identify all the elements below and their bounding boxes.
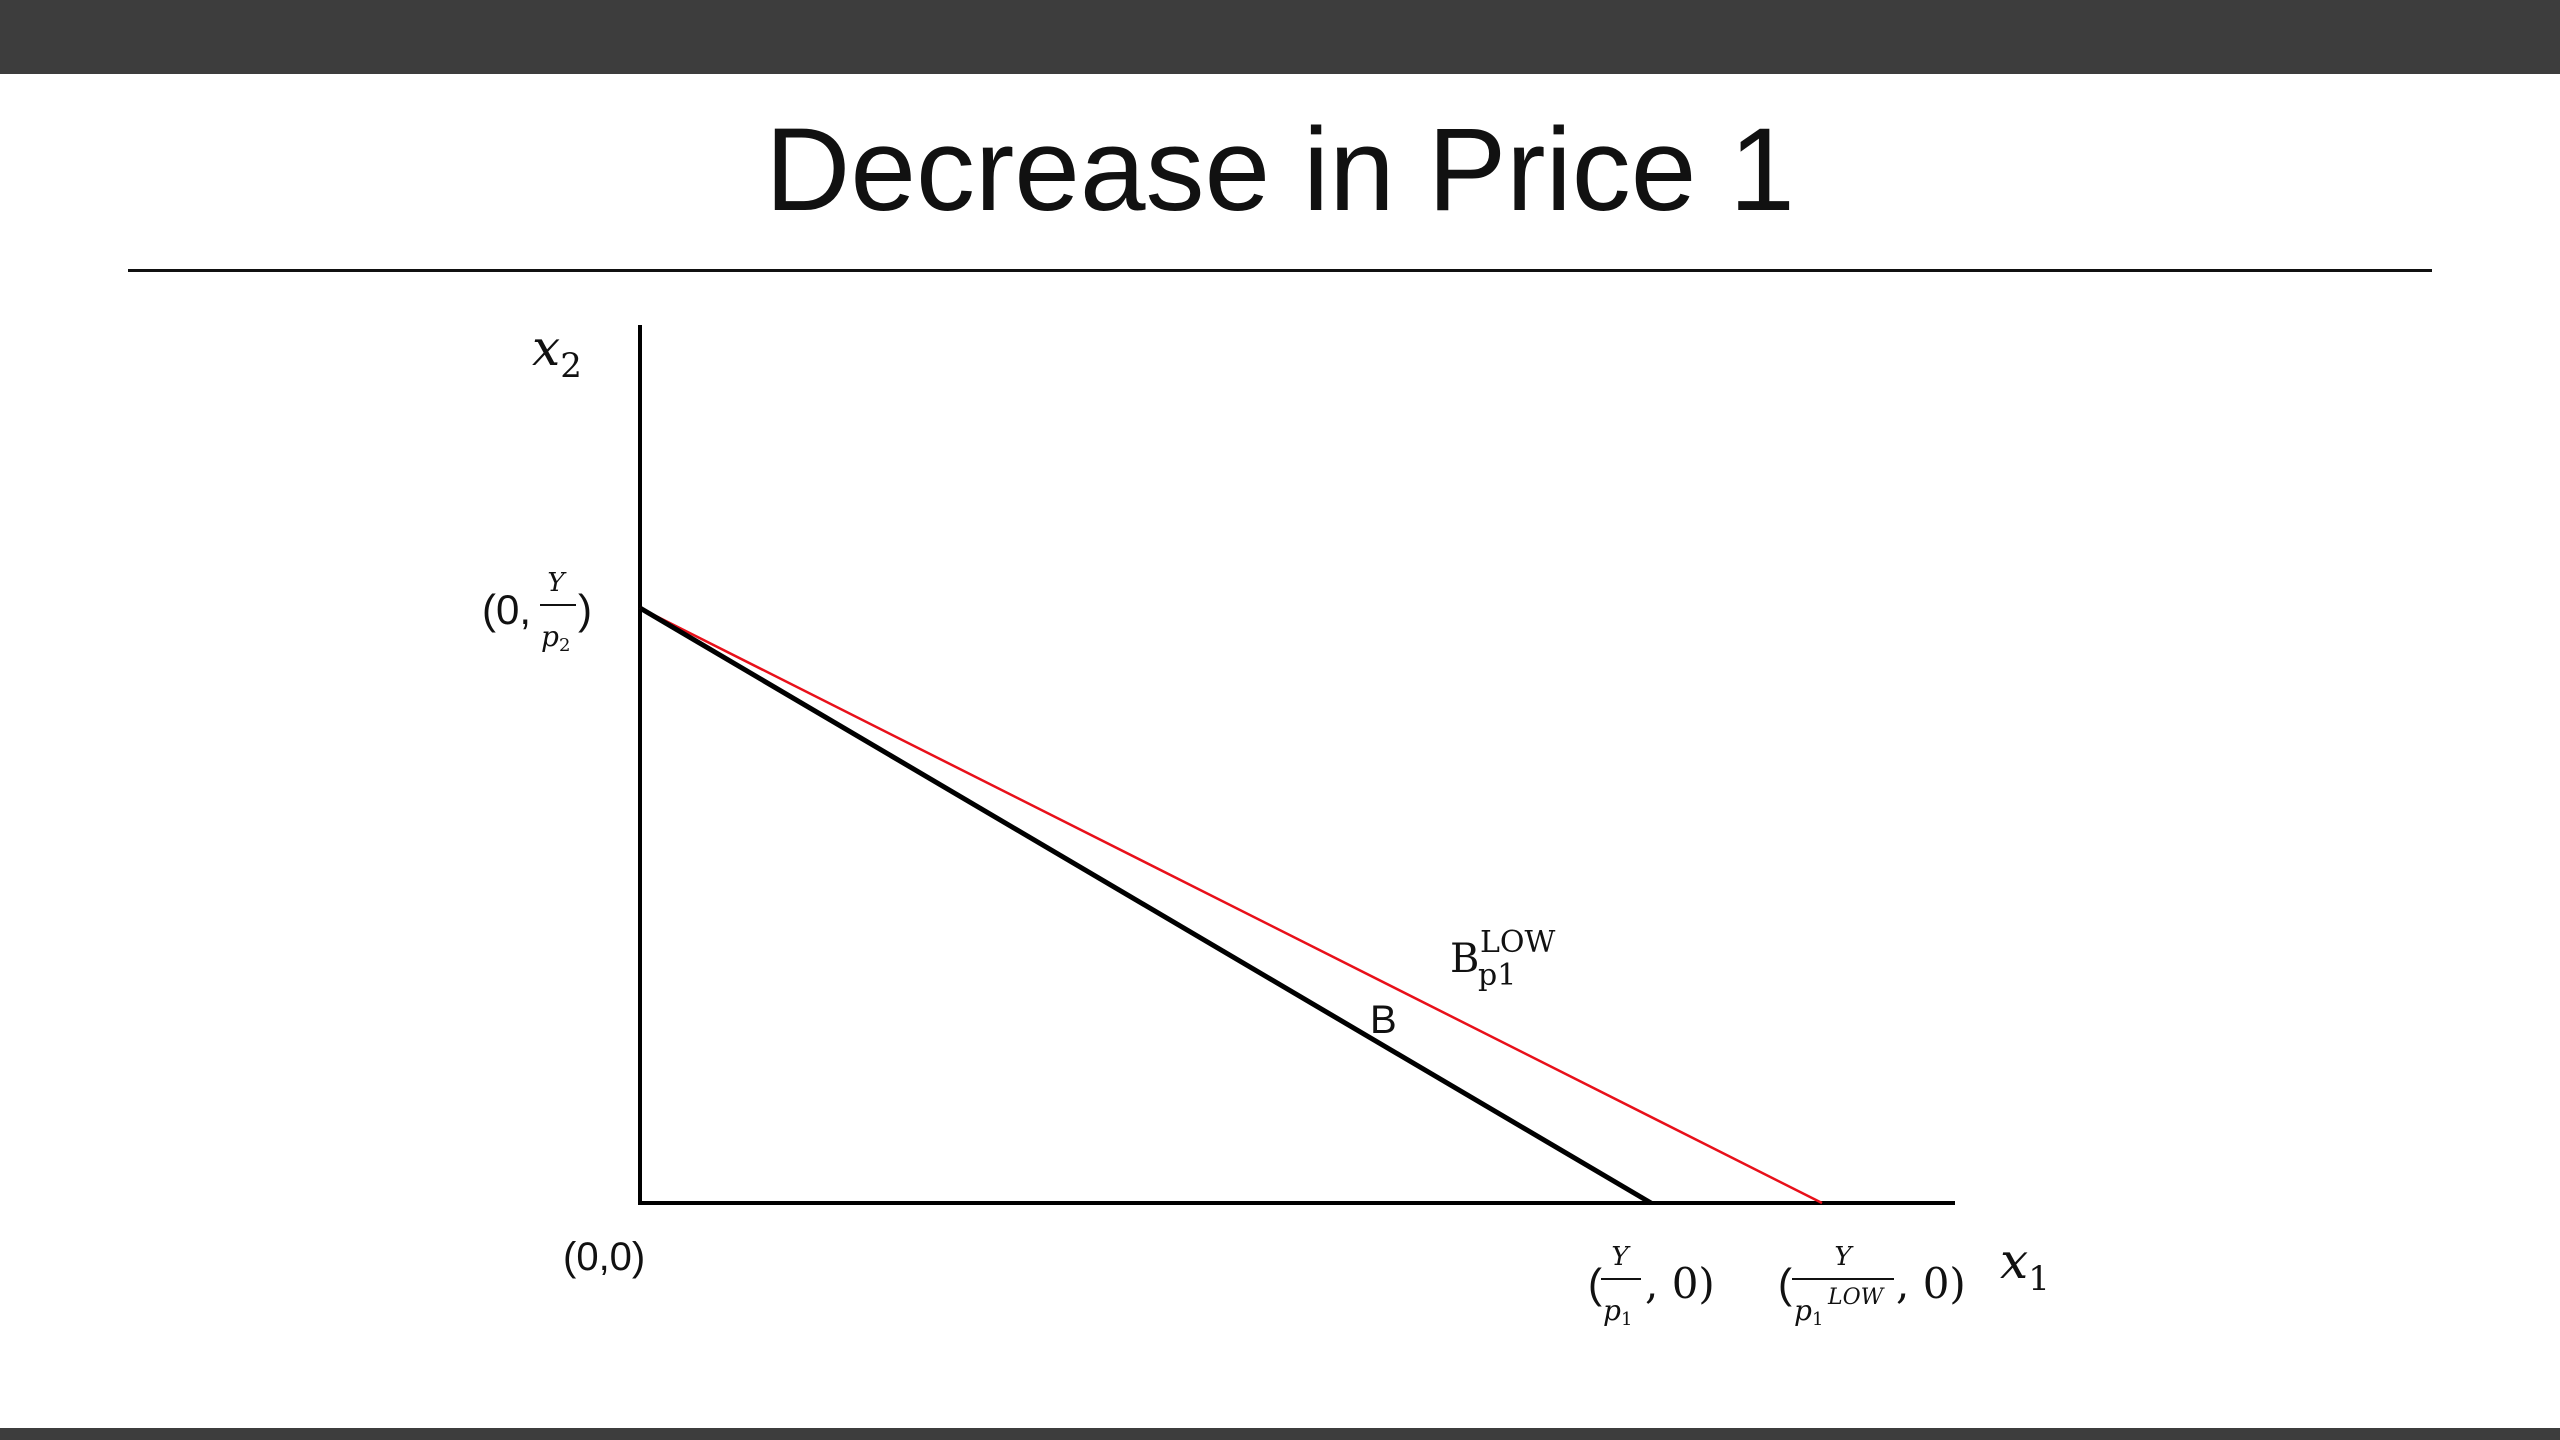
svg-text:LOW: LOW (1480, 925, 1556, 960)
svg-text:, 0): , 0) (1645, 1259, 1715, 1308)
svg-text:(0,: (0, (482, 586, 531, 633)
budget-line-low-label: B p1 LOW (1450, 925, 1556, 993)
x-intercept-original-label: ( Y p1 , 0) (1588, 1242, 1715, 1330)
budget-line-original (638, 605, 1653, 1206)
top-bar (0, 0, 2560, 74)
svg-text:p1: p1 (1603, 1294, 1632, 1330)
y-intercept-label: (0, Y p2 ) (482, 568, 592, 656)
svg-text:B: B (1450, 936, 1479, 982)
svg-text:(: ( (1588, 1260, 1602, 1307)
bottom-bar (0, 1428, 2560, 1440)
title-divider (128, 269, 2432, 272)
svg-text:, 0): , 0) (1896, 1259, 1966, 1308)
svg-text:(: ( (1778, 1260, 1792, 1307)
svg-text:p1: p1 (1794, 1294, 1823, 1330)
svg-text:p1: p1 (1478, 958, 1516, 993)
x-axis-label: x1 (2000, 1232, 2050, 1299)
svg-text:Y: Y (1834, 1242, 1854, 1272)
svg-text:p2: p2 (541, 620, 570, 656)
svg-text:LOW: LOW (1827, 1285, 1886, 1310)
x-intercept-low-label: ( Y p1 LOW , 0) (1778, 1242, 1966, 1330)
slide-title: Decrease in Price 1 (765, 104, 1795, 236)
budget-line-low (639, 606, 1823, 1205)
y-axis-label: x2 (532, 319, 582, 386)
budget-line-original-label: B (1370, 998, 1397, 1042)
svg-text:Y: Y (547, 568, 567, 598)
origin-label: (0,0) (563, 1235, 645, 1279)
svg-text:Y: Y (1611, 1242, 1631, 1272)
svg-text:): ) (578, 586, 592, 633)
